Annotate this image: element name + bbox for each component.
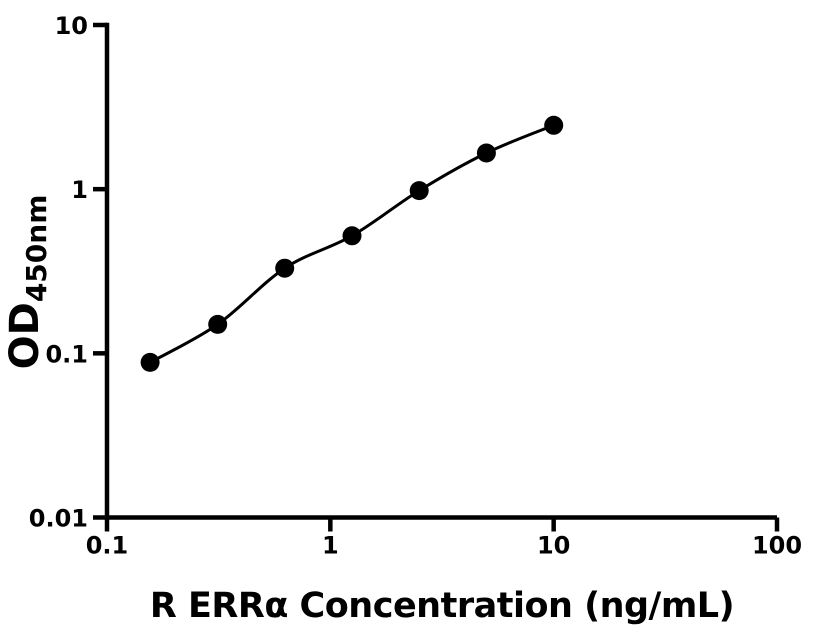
data-points [140, 115, 564, 372]
y-tick-label: 0.01 [29, 505, 88, 533]
y-axis-tick-labels: 0.01 0.1 1 10 [29, 12, 88, 533]
x-tick-label: 0.1 [86, 532, 129, 560]
y-tick-label: 10 [55, 12, 88, 40]
data-point-marker [140, 352, 160, 372]
data-point-marker [208, 314, 228, 334]
data-point-marker [275, 258, 295, 278]
y-axis-title-subscript: 450nm [20, 195, 53, 303]
data-point-marker [476, 143, 496, 163]
y-axis-title-main: OD [2, 302, 48, 369]
y-tick-label: 1 [71, 176, 88, 204]
data-point-marker [409, 181, 429, 201]
data-point-marker [342, 226, 362, 246]
x-axis-tick-labels: 0.1 1 10 100 [86, 532, 802, 560]
x-axis-title: R ERRα Concentration (ng/mL) [150, 586, 734, 626]
x-tick-label: 1 [322, 532, 339, 560]
x-axis-ticks [104, 517, 780, 532]
x-tick-label: 100 [752, 532, 802, 560]
data-point-marker [544, 115, 564, 135]
x-tick-label: 10 [537, 532, 570, 560]
y-axis-ticks [93, 22, 107, 520]
y-axis-title: OD450nm [2, 195, 53, 370]
y-tick-label: 0.1 [45, 340, 88, 368]
